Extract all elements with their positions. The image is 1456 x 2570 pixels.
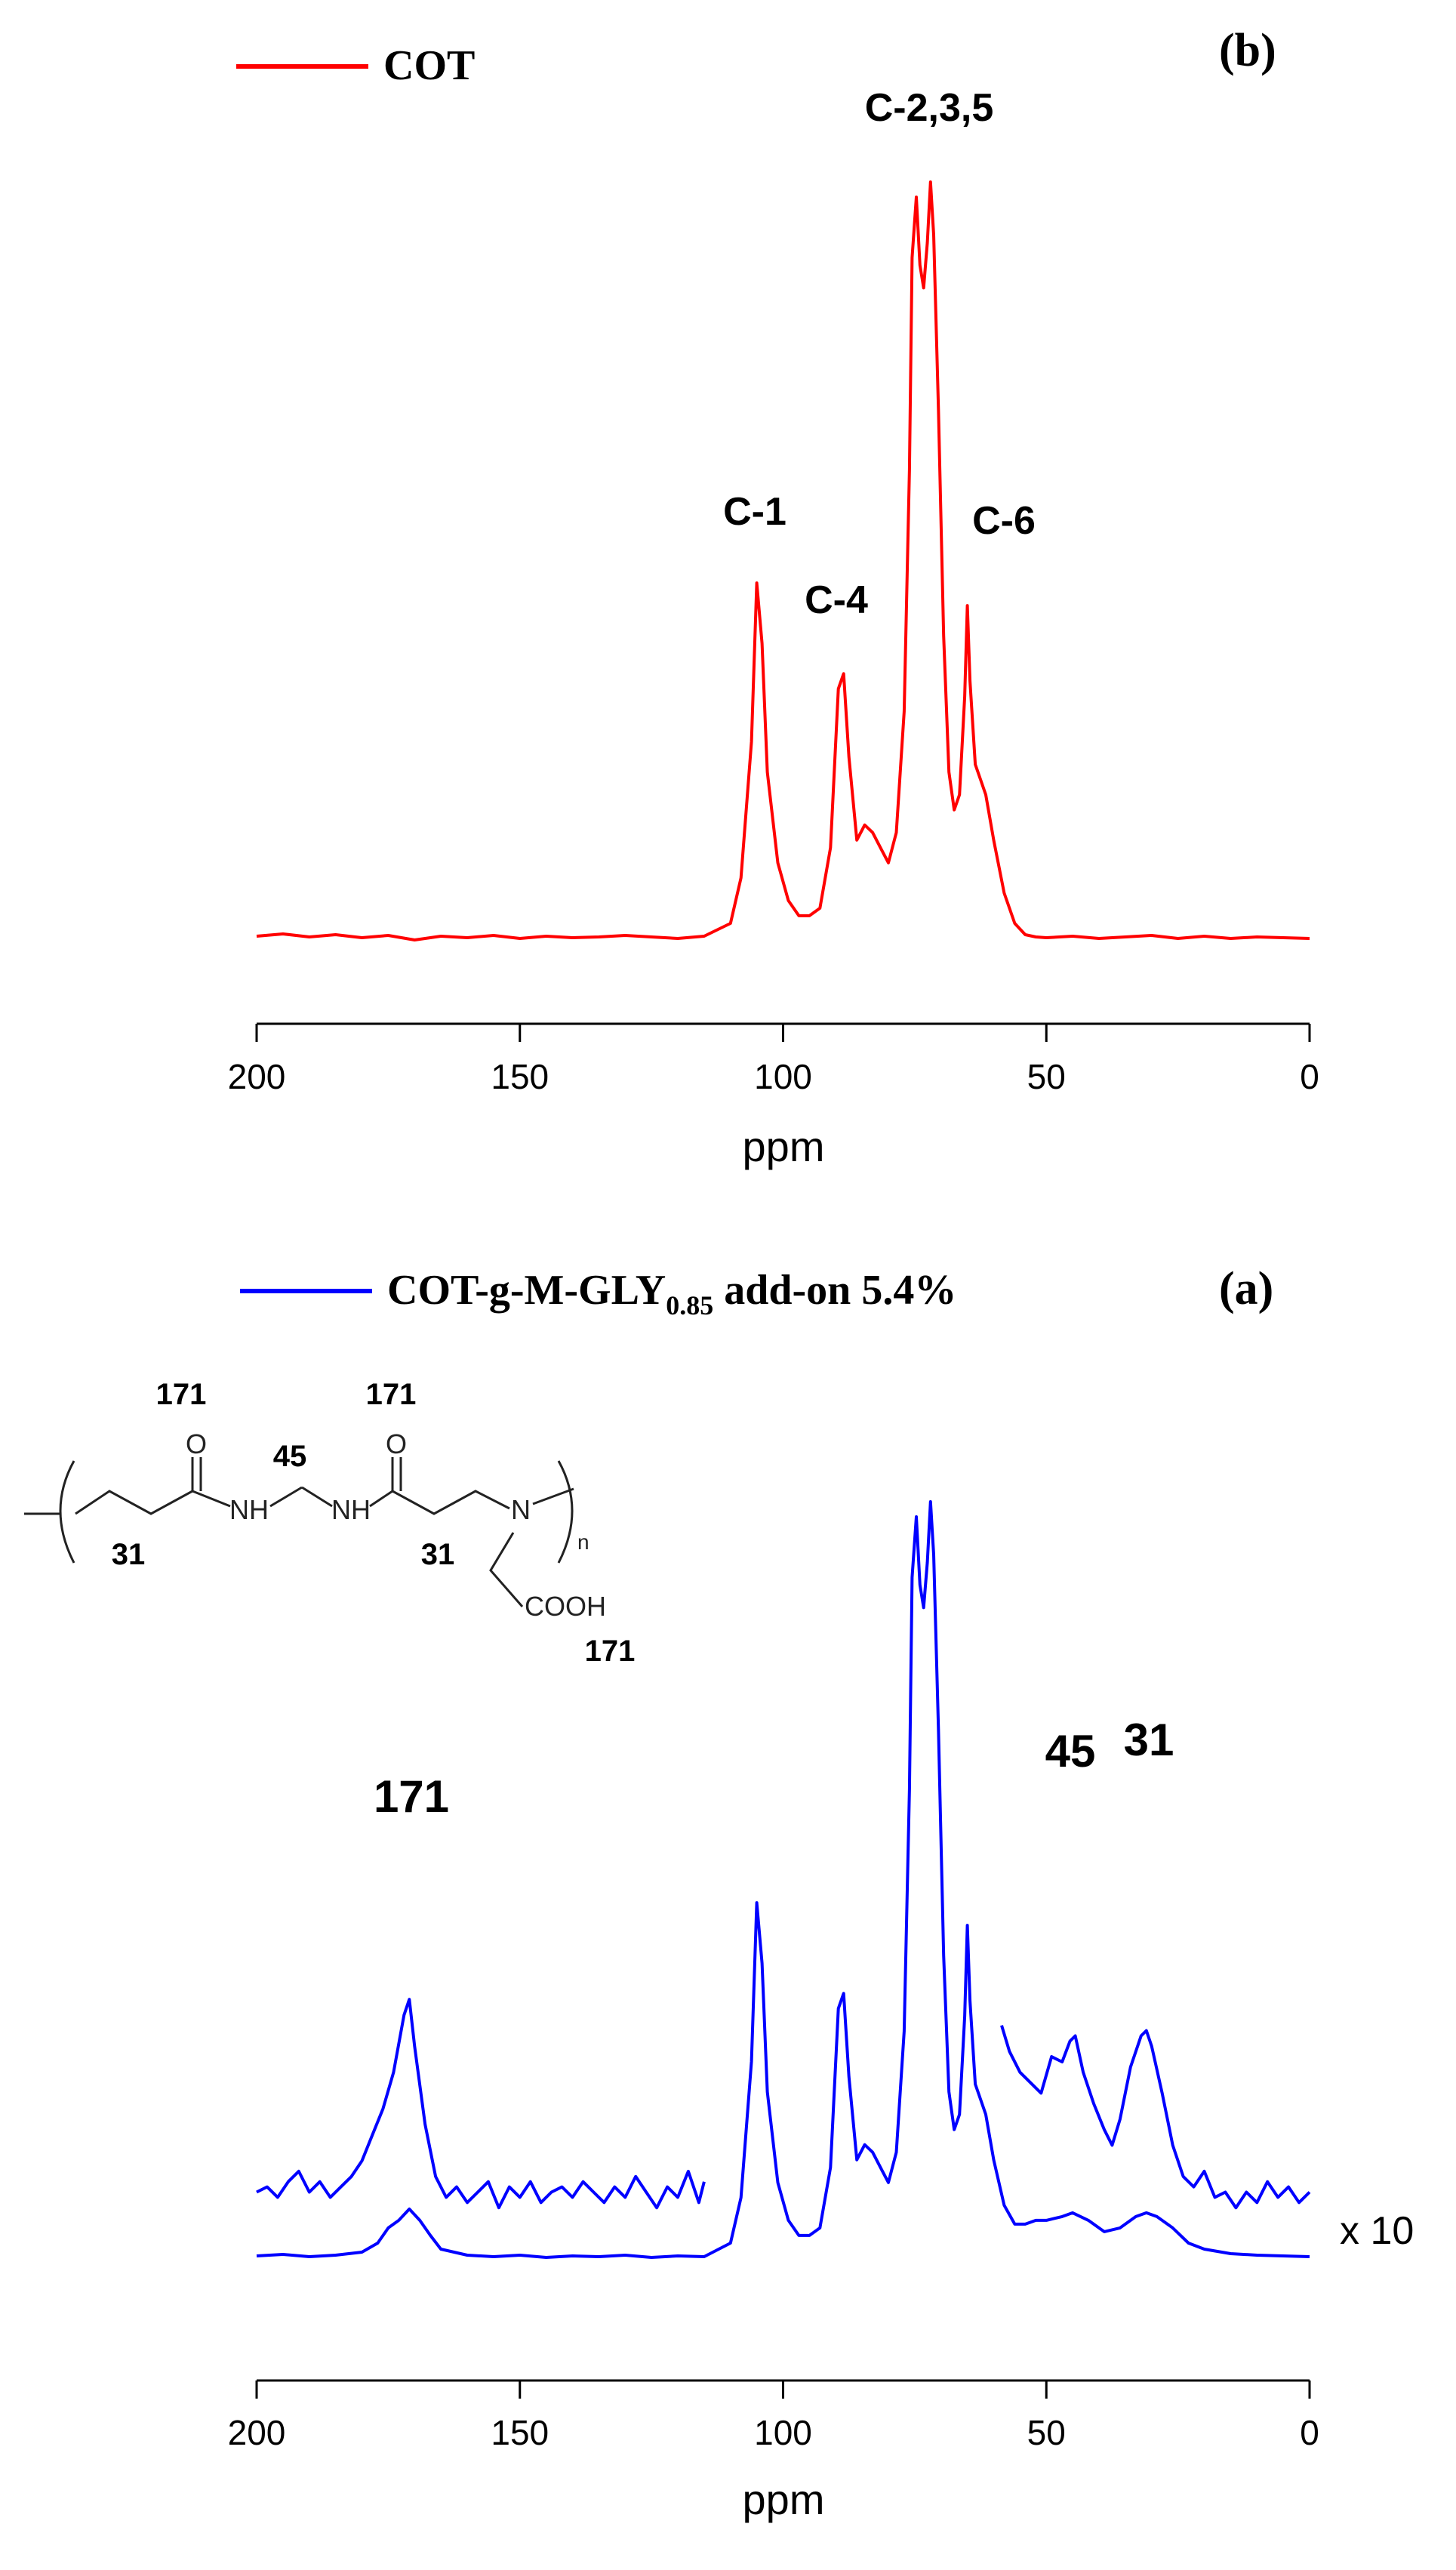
structure-text: O O NH NH N n COOH bbox=[186, 1428, 606, 1622]
panel-label-b: (b) bbox=[1219, 25, 1276, 76]
series-cot-g-m-gly-x10-right bbox=[1000, 2025, 1311, 2210]
chemical-structure bbox=[24, 1457, 574, 1607]
shift-31-a: 31 bbox=[112, 1538, 146, 1571]
a-tick-label-150: 150 bbox=[491, 2413, 549, 2452]
bond-nh1-ch2 bbox=[269, 1486, 303, 1508]
bond-end-right bbox=[532, 1487, 574, 1505]
x-axis-label-b: ppm bbox=[743, 1123, 825, 1170]
plot-area-a bbox=[256, 1500, 1311, 2259]
group-cooh: COOH bbox=[525, 1591, 606, 1622]
peak-label-c6: C-6 bbox=[972, 499, 1036, 543]
bond-nh2-c bbox=[369, 1490, 393, 1508]
a-tick-label-50: 50 bbox=[1027, 2413, 1066, 2452]
atom-n: N bbox=[511, 1494, 531, 1525]
scale-factor-label: x 10 bbox=[1340, 2209, 1414, 2253]
a-tick-label-0: 0 bbox=[1300, 2413, 1319, 2452]
shift-45: 45 bbox=[273, 1440, 307, 1473]
legend-label-cot: COT bbox=[383, 42, 475, 89]
panel-a: COT-g-M-GLY0.85 add-on 5.4% (a) O O NH N… bbox=[24, 1263, 1414, 2523]
b-tick-label-100: 100 bbox=[754, 1057, 812, 1096]
chain-right bbox=[392, 1490, 510, 1515]
chain-glycine bbox=[489, 1532, 524, 1607]
peak-label-c235: C-2,3,5 bbox=[865, 86, 994, 130]
a-tick-label-200: 200 bbox=[228, 2413, 286, 2452]
bond-ch2-nh2 bbox=[301, 1486, 333, 1508]
x-axis-label-a: ppm bbox=[743, 2476, 825, 2523]
a-tick-label-100: 100 bbox=[754, 2413, 812, 2452]
bracket-right bbox=[557, 1460, 574, 1564]
series-cot-g-m-gly bbox=[256, 1500, 1310, 2259]
atom-o2: O bbox=[386, 1428, 407, 1459]
shift-171-a: 171 bbox=[156, 1378, 207, 1411]
b-tick-label-200: 200 bbox=[228, 1057, 286, 1096]
series-cot-g-m-gly-x10-left bbox=[256, 1998, 706, 2210]
peak-label-171: 171 bbox=[374, 1771, 449, 1822]
peak-label-45: 45 bbox=[1045, 1726, 1096, 1777]
legend-label-cot-g-m-gly: COT-g-M-GLY0.85 add-on 5.4% bbox=[387, 1267, 956, 1320]
panel-b: COT (b) C-1 C-4 C-2,3,5 C-6 200 150 100 50 0… bbox=[228, 25, 1319, 1170]
b-tick-label-0: 0 bbox=[1300, 1057, 1319, 1096]
bond-c-nh1 bbox=[192, 1490, 231, 1508]
atom-o1: O bbox=[186, 1428, 207, 1459]
atom-nh1: NH bbox=[229, 1494, 269, 1525]
peak-label-c1: C-1 bbox=[723, 490, 786, 534]
peak-label-c4: C-4 bbox=[805, 578, 868, 622]
chain-left bbox=[75, 1490, 193, 1515]
shift-171-c: 171 bbox=[585, 1635, 636, 1668]
plot-area-b bbox=[256, 180, 1310, 941]
shift-31-b: 31 bbox=[421, 1538, 455, 1571]
structure-shifts: 171 171 45 31 31 171 bbox=[112, 1378, 636, 1668]
atom-nh2: NH bbox=[331, 1494, 371, 1525]
x-axis-b: 200 150 100 50 0 bbox=[228, 1022, 1319, 1096]
b-tick-label-150: 150 bbox=[491, 1057, 549, 1096]
shift-171-b: 171 bbox=[366, 1378, 417, 1411]
x-axis-a: 200 150 100 50 0 bbox=[228, 2379, 1319, 2452]
bracket-left bbox=[59, 1460, 75, 1564]
panel-label-a: (a) bbox=[1219, 1263, 1273, 1314]
b-tick-label-50: 50 bbox=[1027, 1057, 1066, 1096]
series-cot bbox=[256, 180, 1310, 941]
peak-label-31: 31 bbox=[1124, 1715, 1174, 1765]
repeat-n: n bbox=[577, 1530, 589, 1554]
